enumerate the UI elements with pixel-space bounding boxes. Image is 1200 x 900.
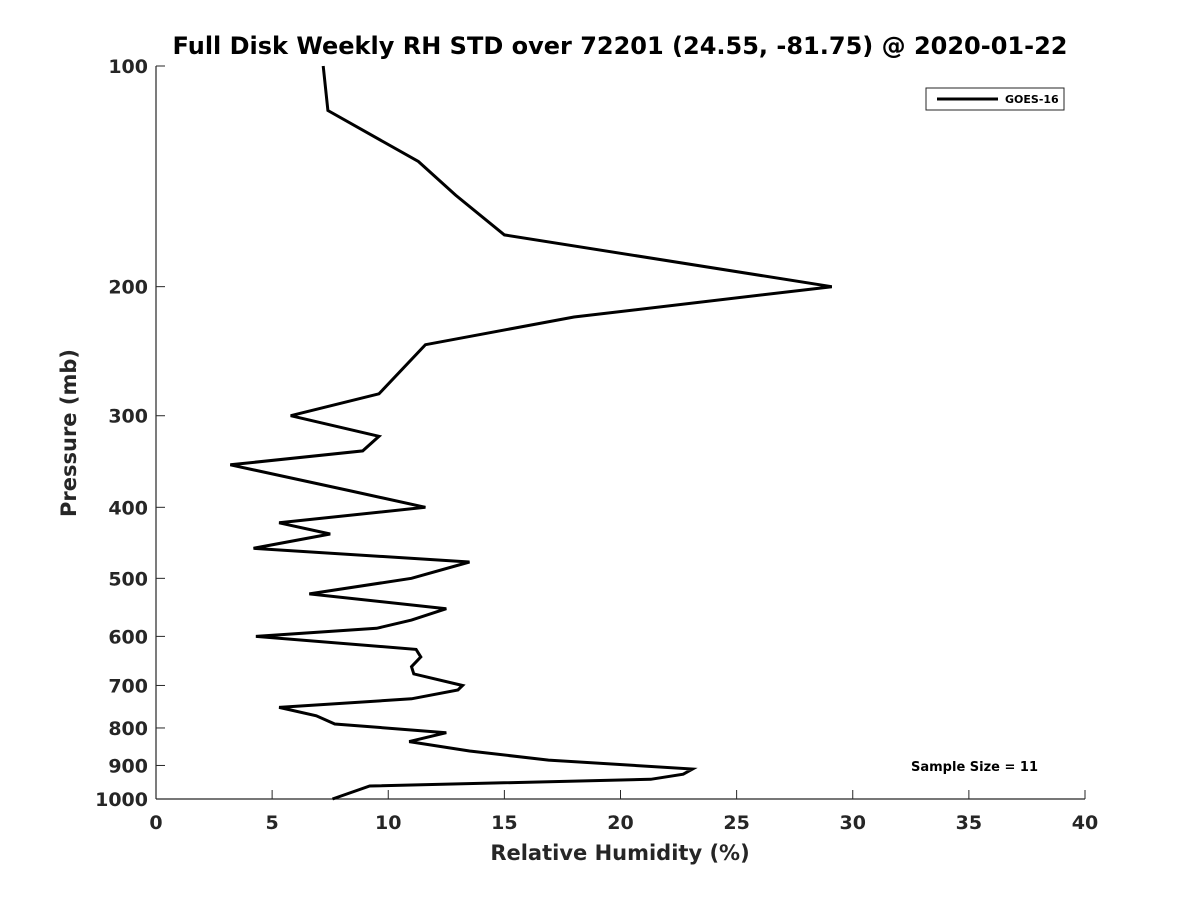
x-tick-label: 15 bbox=[491, 812, 517, 834]
y-tick-label: 700 bbox=[108, 675, 148, 697]
y-axis-label: Pressure (mb) bbox=[57, 349, 81, 517]
x-tick-label: 0 bbox=[149, 812, 162, 834]
x-tick-label: 10 bbox=[375, 812, 401, 834]
plot-area bbox=[229, 65, 833, 801]
x-tick-label: 5 bbox=[266, 812, 279, 834]
y-tick-label: 400 bbox=[108, 497, 148, 519]
series-line-goes16 bbox=[229, 65, 833, 801]
y-tick-label: 200 bbox=[108, 277, 148, 299]
y-tick-label: 1000 bbox=[95, 789, 148, 811]
legend: GOES-16 bbox=[925, 87, 1065, 111]
y-tick-label: 100 bbox=[108, 56, 148, 78]
y-tick-label: 900 bbox=[108, 755, 148, 777]
chart-title: Full Disk Weekly RH STD over 72201 (24.5… bbox=[173, 32, 1068, 60]
x-axis-label: Relative Humidity (%) bbox=[490, 841, 749, 865]
axes: 0 5 10 15 20 25 30 35 40 100 200 300 400 500 600 700 800… bbox=[95, 56, 1098, 834]
y-tick-label: 800 bbox=[108, 718, 148, 740]
legend-entry-goes16: GOES-16 bbox=[1005, 93, 1059, 106]
sample-size-annotation: Sample Size = 11 bbox=[911, 760, 1038, 775]
y-tick-label: 600 bbox=[108, 626, 148, 648]
x-tick-label: 30 bbox=[840, 812, 866, 834]
y-tick-label: 500 bbox=[108, 568, 148, 590]
x-tick-label: 35 bbox=[956, 812, 982, 834]
y-tick-label: 300 bbox=[108, 406, 148, 428]
x-tick-label: 25 bbox=[723, 812, 749, 834]
x-tick-label: 40 bbox=[1072, 812, 1098, 834]
x-tick-label: 20 bbox=[607, 812, 633, 834]
